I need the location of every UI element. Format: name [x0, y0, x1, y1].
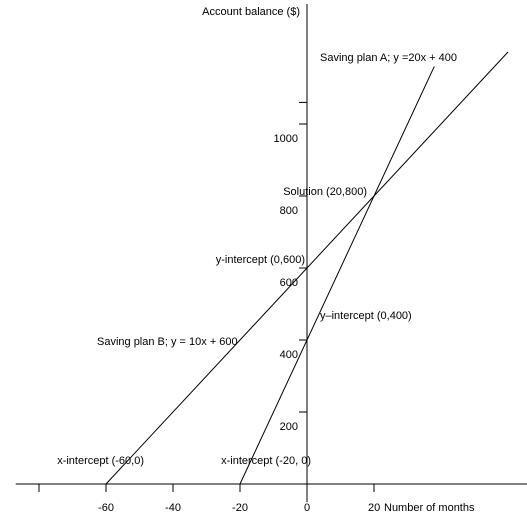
y-tick-label: 400 — [280, 349, 298, 361]
x-tick-label: -60 — [98, 502, 114, 514]
x-tick-label: 0 — [304, 502, 310, 514]
chart-labels: Account balance ($) Number of months Savin… — [57, 6, 475, 514]
axes: -60 -40 -20 0 20 200 400 600 800 1000 — [15, 4, 527, 514]
y-axis-title: Account balance ($) — [202, 6, 300, 18]
y-tick-label: 200 — [280, 421, 298, 433]
x-tick-label: -20 — [232, 502, 248, 514]
series-line-0 — [239, 66, 435, 485]
annotation-label: Solution (20,800) — [283, 186, 367, 198]
x-tick-label: -40 — [165, 502, 181, 514]
annotation-label: x-intercept (-60,0) — [57, 455, 144, 467]
x-tick-label: 20 — [368, 502, 380, 514]
series-label-plan-a: Saving plan A; y =20x + 400 — [320, 52, 457, 64]
annotation-label: y-intercept (0,600) — [216, 254, 305, 266]
series-line-1 — [105, 51, 509, 485]
y-tick-label: 600 — [280, 277, 298, 289]
y-tick-label: 1000 — [274, 133, 298, 145]
series-lines — [105, 51, 509, 485]
y-tick-label: 800 — [280, 205, 298, 217]
x-axis-title: Number of months — [384, 502, 475, 514]
annotation-label: y–intercept (0,400) — [320, 310, 412, 322]
annotation-label: x-intercept (-20, 0) — [221, 455, 311, 467]
series-label-plan-b: Saving plan B; y = 10x + 600 — [97, 336, 238, 348]
